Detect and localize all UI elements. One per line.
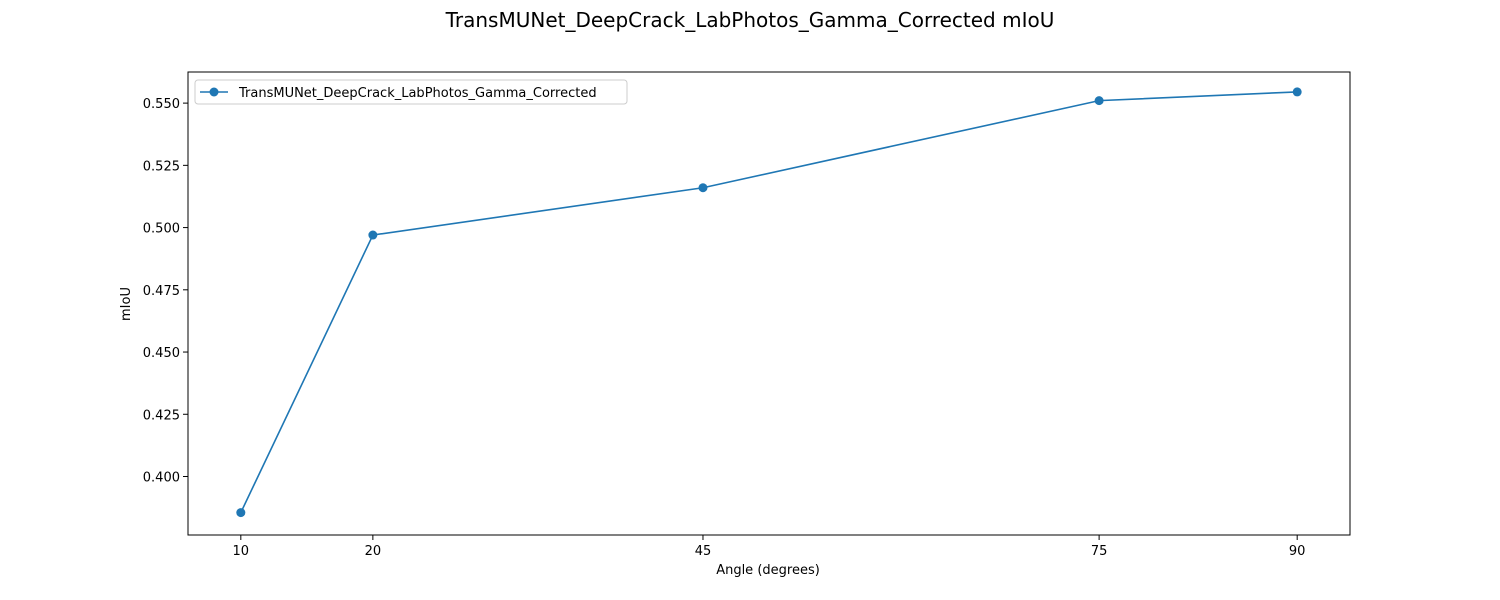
x-tick-label: 20 (365, 544, 382, 559)
legend-marker (209, 87, 219, 97)
y-tick-label: 0.475 (143, 284, 180, 299)
series-line (240, 91, 1298, 513)
legend-box (194, 79, 628, 105)
y-tick-label: 0.550 (143, 97, 180, 112)
x-tick-label: 75 (1091, 544, 1108, 559)
y-tick-label: 0.425 (143, 408, 180, 423)
x-tick-label: 90 (1289, 544, 1306, 559)
y-tick-label: 0.525 (143, 159, 180, 174)
y-tick-label: 0.400 (143, 471, 180, 486)
legend-label: TransMUNet_DeepCrack_LabPhotos_Gamma_Cor… (238, 86, 597, 101)
y-tick-label: 0.450 (143, 346, 180, 361)
data-point (1094, 96, 1104, 106)
data-point (1292, 87, 1302, 97)
data-point (368, 230, 378, 240)
plot-area: 10 20 45 75 90 0.400 0.425 0.450 0.475 0.500 0.525… (143, 71, 1351, 559)
x-tick-label: 45 (695, 544, 712, 559)
y-axis-label: mIoU (119, 287, 134, 321)
chart-title: TransMUNet_DeepCrack_LabPhotos_Gamma_Cor… (445, 8, 1055, 32)
data-point (698, 183, 708, 193)
x-tick-label: 10 (233, 544, 250, 559)
axes-frame (187, 71, 1351, 536)
x-axis-label: Angle (degrees) (716, 563, 820, 578)
data-point (236, 508, 246, 518)
y-tick-label: 0.500 (143, 222, 180, 237)
